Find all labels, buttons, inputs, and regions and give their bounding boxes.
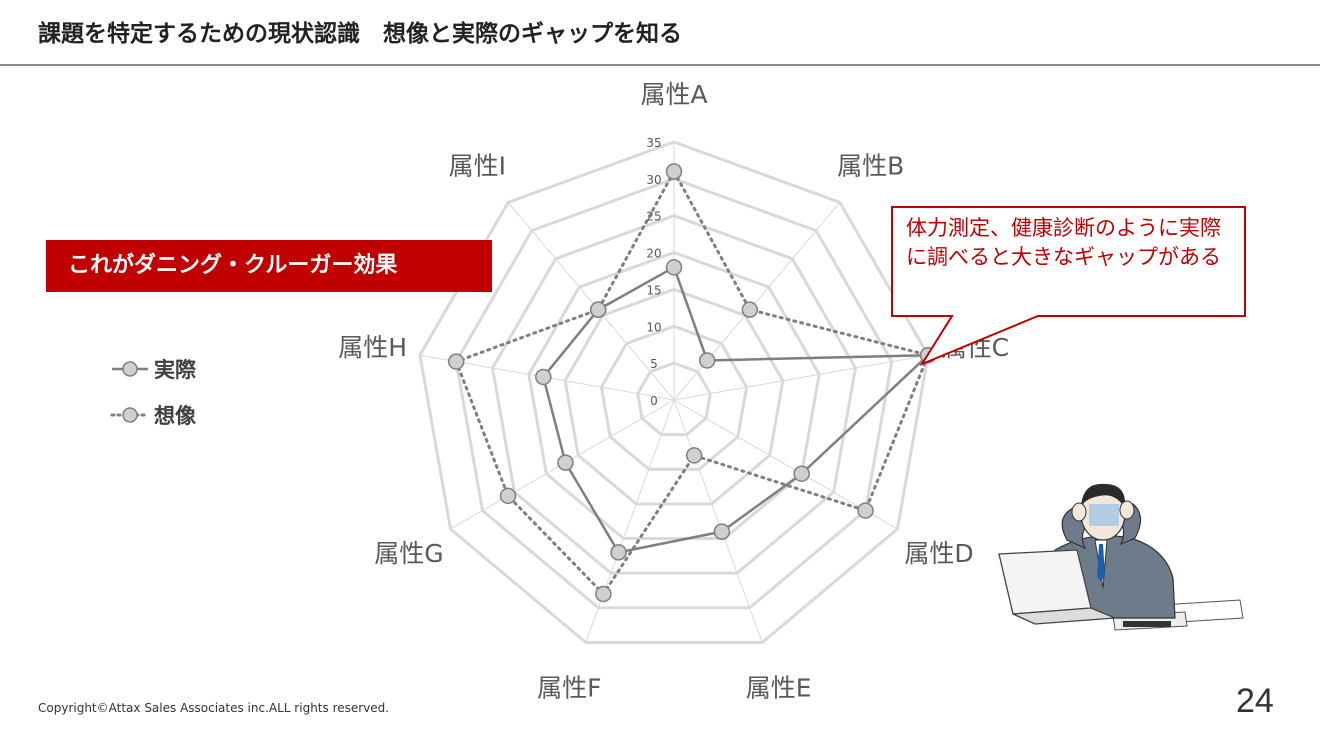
grid-ring-20 [527,250,821,541]
point-imagined-属性I [589,301,607,318]
point-imagined-属性A [665,163,683,180]
point-imagined-属性H [447,353,465,370]
page-number: 24 [1236,682,1274,720]
copyright-footer: Copyright©Attax Sales Associates inc.ALL… [38,701,390,715]
category-label: 属性G [374,539,443,568]
point-imagined-属性F [595,585,612,603]
grid-ring-5 [636,361,712,437]
r-tick-label: 35 [646,136,661,150]
point-imagined-属性D [857,502,874,519]
legend-label-imagined: 想像 [154,404,196,428]
category-label: 属性E [746,674,812,703]
series-line-actual [542,266,930,554]
r-tick-label: 10 [646,320,661,334]
category-label: 属性F [537,674,601,703]
category-label: 属性B [837,152,904,181]
page-title: 課題を特定するための現状認識 想像と実際のギャップを知る [38,21,682,47]
point-actual-属性G [557,454,574,471]
point-actual-属性H [535,368,552,386]
point-actual-属性A [665,259,683,276]
grid-ring-10 [599,324,749,471]
spoke-line [507,202,675,401]
point-imagined-属性E [685,447,703,464]
category-label: 属性D [904,539,973,568]
grid-ring-30 [454,177,894,610]
point-imagined-属性G [499,487,517,505]
stressed-businessman-illustration-icon [998,483,1244,631]
point-actual-属性D [793,465,810,482]
title-divider [0,64,1320,66]
point-imagined-属性B [741,301,759,318]
spoke-line [585,399,675,643]
spoke-line [673,202,841,401]
grid-ring-25 [490,214,858,575]
point-actual-属性B [698,352,716,369]
series-line-imagined [454,169,930,596]
point-actual-属性F [610,544,627,561]
category-label: 属性A [640,80,707,109]
legend-label-actual: 実際 [154,358,196,382]
legend-solid-marker-icon [112,361,148,377]
category-label: 属性H [338,333,407,362]
spoke-line [673,354,929,401]
r-tick-label: 20 [646,247,661,261]
r-tick-label: 15 [646,283,661,297]
point-actual-属性E [713,523,731,540]
legend-dotted-marker-icon [110,407,150,423]
r-tick-label: 0 [650,394,658,408]
dunning-kruger-banner: これがダニング・クルーガー効果 [46,240,492,292]
spoke-line [673,399,763,643]
category-label: 属性I [449,152,506,181]
gap-note: 体力測定、健康診断のように実際に調べると大きなギャップがある [906,216,1221,269]
grid-ring-15 [563,287,785,506]
r-tick-label: 30 [646,173,661,187]
r-tick-label: 5 [650,357,658,371]
